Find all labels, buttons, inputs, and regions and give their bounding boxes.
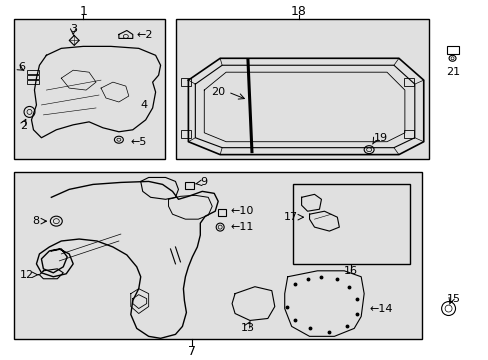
Bar: [292, 184, 409, 264]
Text: 9: 9: [200, 177, 207, 188]
Bar: [218, 209, 225, 216]
Bar: [446, 46, 458, 54]
Bar: [14, 19, 164, 159]
Text: 3: 3: [70, 23, 77, 33]
Text: 15: 15: [446, 294, 460, 303]
Text: ←14: ←14: [368, 303, 392, 314]
Bar: [26, 70, 40, 74]
Bar: [185, 183, 194, 189]
Text: 2: 2: [20, 121, 27, 131]
Bar: [176, 19, 428, 159]
Text: 16: 16: [344, 266, 358, 276]
Bar: [176, 19, 428, 159]
Bar: [26, 75, 40, 79]
Text: 13: 13: [241, 323, 254, 333]
Bar: [14, 171, 421, 339]
Bar: [14, 171, 421, 339]
Bar: [403, 130, 413, 138]
Text: 4: 4: [141, 100, 147, 110]
Text: 8: 8: [32, 216, 40, 226]
Bar: [403, 78, 413, 86]
Text: ←5: ←5: [130, 137, 147, 147]
Text: 18: 18: [290, 5, 306, 18]
Text: 12: 12: [20, 270, 33, 280]
Text: ←11: ←11: [230, 222, 253, 232]
Text: ←2: ←2: [137, 31, 153, 40]
Bar: [14, 19, 164, 159]
Bar: [26, 80, 40, 84]
Text: 7: 7: [188, 345, 196, 358]
Text: 19: 19: [373, 133, 387, 143]
Text: 1: 1: [79, 5, 87, 18]
Text: 21: 21: [446, 67, 460, 77]
Text: 17: 17: [283, 212, 297, 222]
Text: 20: 20: [211, 87, 224, 97]
Text: ←10: ←10: [230, 206, 253, 216]
Bar: [292, 184, 409, 264]
Text: 6: 6: [18, 62, 25, 72]
Bar: [181, 130, 191, 138]
Bar: [181, 78, 191, 86]
